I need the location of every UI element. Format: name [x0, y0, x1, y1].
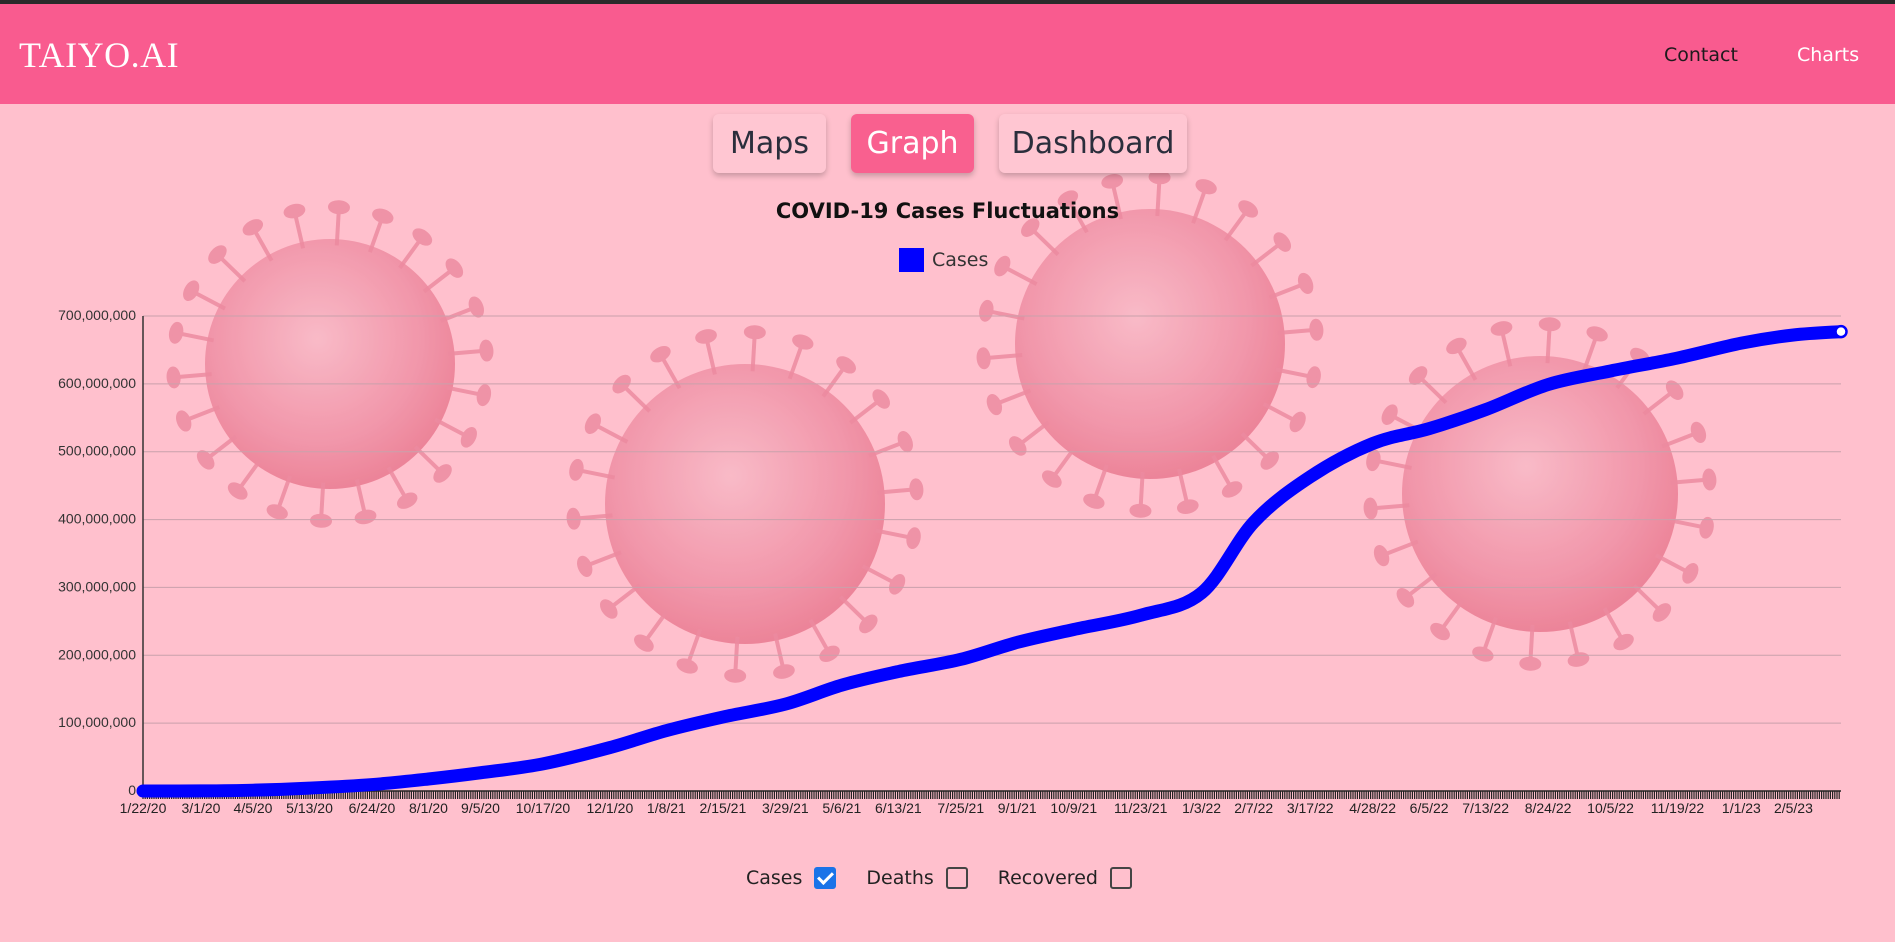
x-tick-label: 3/17/22 — [1287, 800, 1334, 816]
x-tick-label: 2/5/23 — [1774, 800, 1813, 816]
x-tick-label: 4/5/20 — [234, 800, 273, 816]
filter-deaths-label: Deaths — [866, 867, 934, 889]
x-tick-label: 8/24/22 — [1525, 800, 1572, 816]
series-filters: Cases Deaths Recovered — [746, 863, 1162, 893]
filter-deaths-checkbox[interactable] — [945, 867, 968, 889]
chart-legend[interactable]: Cases — [899, 248, 988, 272]
series-endpoint-marker — [1834, 324, 1848, 339]
series-line-cases — [136, 325, 1848, 798]
app-header: TAIYO.AI Contact Charts — [0, 4, 1895, 104]
y-tick-label: 300,000,000 — [58, 578, 136, 594]
x-tick-label: 1/22/20 — [120, 800, 167, 816]
x-tick-label: 2/7/22 — [1234, 800, 1273, 816]
y-tick-label: 700,000,000 — [58, 307, 136, 323]
x-tick-label: 10/17/20 — [516, 800, 571, 816]
tab-dashboard[interactable]: Dashboard — [999, 114, 1187, 173]
x-tick-label: 11/19/22 — [1651, 800, 1705, 816]
filter-deaths[interactable]: Deaths — [866, 867, 968, 889]
window-top-border — [0, 0, 1895, 4]
x-tick-label: 6/13/21 — [875, 800, 922, 816]
x-tick-label: 3/1/20 — [182, 800, 221, 816]
x-tick-label: 6/5/22 — [1410, 800, 1449, 816]
x-tick-label: 4/28/22 — [1349, 800, 1396, 816]
x-axis-ticks — [142, 791, 1840, 799]
view-tabs: Maps Graph Dashboard — [0, 114, 1895, 174]
x-tick-label: 1/3/22 — [1182, 800, 1221, 816]
y-tick-label: 0 — [128, 782, 136, 798]
y-tick-label: 400,000,000 — [58, 511, 136, 527]
chart-title: COVID-19 Cases Fluctuations — [775, 199, 1120, 223]
x-tick-label: 8/1/20 — [409, 800, 448, 816]
x-tick-label: 1/8/21 — [647, 800, 686, 816]
filter-cases-label: Cases — [746, 867, 803, 889]
filter-cases[interactable]: Cases — [746, 867, 837, 889]
x-tick-label: 11/23/21 — [1114, 800, 1168, 816]
filter-cases-checkbox[interactable] — [814, 867, 837, 889]
y-tick-label: 500,000,000 — [58, 443, 136, 459]
tab-graph[interactable]: Graph — [851, 114, 974, 173]
x-tick-label: 1/1/23 — [1722, 800, 1761, 816]
x-tick-label: 7/25/21 — [937, 800, 984, 816]
brand-logo[interactable]: TAIYO.AI — [19, 35, 180, 75]
x-tick-label: 9/1/21 — [998, 800, 1037, 816]
filter-recovered[interactable]: Recovered — [998, 867, 1132, 889]
x-tick-label: 7/13/22 — [1462, 800, 1509, 816]
y-tick-label: 100,000,000 — [58, 714, 136, 730]
nav-link-contact[interactable]: Contact — [1664, 44, 1738, 66]
x-tick-label: 3/29/21 — [762, 800, 809, 816]
virus-background-image — [166, 170, 1717, 683]
nav-link-charts[interactable]: Charts — [1797, 44, 1860, 66]
filter-recovered-checkbox[interactable] — [1109, 867, 1132, 889]
x-tick-label: 10/5/22 — [1587, 800, 1634, 816]
x-tick-label: 12/1/20 — [587, 800, 634, 816]
tab-maps[interactable]: Maps — [713, 114, 826, 173]
filter-recovered-label: Recovered — [997, 867, 1098, 889]
legend-swatch-cases — [899, 248, 924, 272]
y-tick-label: 200,000,000 — [58, 646, 136, 662]
cases-line-chart: 0 100,000,000 200,000,000 300,000,000 400,00… — [58, 307, 1848, 816]
x-tick-label: 9/5/20 — [461, 800, 500, 816]
x-tick-label: 2/15/21 — [700, 800, 747, 816]
x-tick-label: 5/13/20 — [286, 800, 333, 816]
legend-label-cases: Cases — [932, 249, 989, 271]
y-tick-label: 600,000,000 — [58, 375, 136, 391]
x-tick-label: 5/6/21 — [822, 800, 861, 816]
x-tick-label: 10/9/21 — [1050, 800, 1097, 816]
x-tick-label: 6/24/20 — [349, 800, 396, 816]
